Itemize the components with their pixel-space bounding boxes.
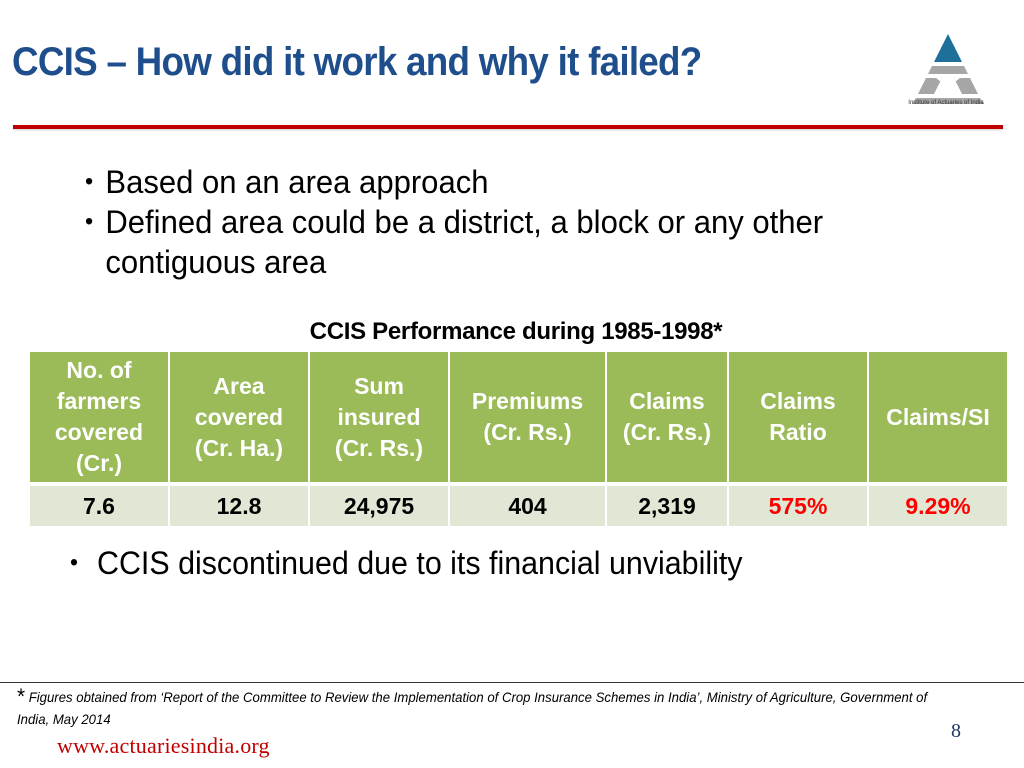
bullet-item: • Defined area could be a district, a bl… xyxy=(85,202,939,242)
header-line: (Cr. Rs.) xyxy=(622,419,712,445)
bullet-item: • Based on an area approach xyxy=(85,162,939,202)
header-claims-si: Claims/SI xyxy=(867,350,1009,485)
header-line: (Cr. Rs.) xyxy=(483,419,572,445)
header-line: Sum xyxy=(354,372,404,399)
bullet-text: Defined area could be a district, a bloc… xyxy=(105,204,824,240)
header-line: Claims/SI xyxy=(886,403,990,430)
header-line: farmers xyxy=(56,388,142,414)
intro-bullet-list: • Based on an area approach • Defined ar… xyxy=(85,162,965,282)
cell-area-covered: 12.8 xyxy=(168,482,310,528)
header-claims-ratio: Claims Ratio xyxy=(727,350,869,485)
cell-sum-insured: 24,975 xyxy=(308,482,450,528)
footnote-marker: * xyxy=(17,684,26,709)
header-line: Area xyxy=(213,372,265,399)
header-line: Claims xyxy=(760,388,836,414)
cell-claims: 2,319 xyxy=(605,482,729,528)
header-sum-insured: Sum insured (Cr. Rs.) xyxy=(308,350,450,485)
header-line: (Cr. Ha.) xyxy=(194,434,284,461)
table-title: CCIS Performance during 1985-1998* xyxy=(309,318,723,345)
source-footnote: * Figures obtained from ‘Report of the C… xyxy=(17,686,948,730)
header-premiums: Premiums (Cr. Rs.) xyxy=(448,350,607,485)
header-line: covered xyxy=(194,403,284,430)
cell-claims-si: 9.29% xyxy=(867,482,1009,528)
title-divider xyxy=(13,125,1003,129)
bullet-text: Based on an area approach xyxy=(105,164,489,200)
cell-farmers-covered: 7.6 xyxy=(28,482,170,528)
footnote-text: Figures obtained from ‘Report of the Com… xyxy=(17,689,928,727)
bullet-text: CCIS discontinued due to its financial u… xyxy=(96,545,743,581)
header-claims: Claims (Cr. Rs.) xyxy=(605,350,729,485)
cell-premiums: 404 xyxy=(448,482,607,528)
page-number: 8 xyxy=(951,720,961,742)
conclusion-bullet: • CCIS discontinued due to its financial … xyxy=(70,545,742,582)
table-header-row: No. of farmers covered (Cr.) Area covere… xyxy=(28,350,1009,485)
bullet-marker: • xyxy=(85,208,94,235)
header-line: Premiums xyxy=(471,388,584,414)
institute-logo-icon xyxy=(912,34,984,104)
logo-caption: Institute of Actuaries of India xyxy=(908,100,984,106)
header-line: covered xyxy=(54,419,144,445)
header-area-covered: Area covered (Cr. Ha.) xyxy=(168,350,310,485)
performance-table: No. of farmers covered (Cr.) Area covere… xyxy=(28,350,1009,528)
header-line: (Cr.) xyxy=(76,450,122,476)
footer-divider xyxy=(0,682,1024,683)
table-row: 7.6 12.8 24,975 404 2,319 575% 9.29% xyxy=(28,482,1009,528)
header-line: No. of xyxy=(66,357,132,383)
bullet-marker: • xyxy=(85,168,94,195)
cell-claims-ratio: 575% xyxy=(727,482,869,528)
header-farmers-covered: No. of farmers covered (Cr.) xyxy=(28,350,170,485)
header-line: (Cr. Rs.) xyxy=(334,434,424,461)
bullet-text: contiguous area xyxy=(105,244,327,280)
bullet-marker: • xyxy=(70,549,78,576)
header-line: Ratio xyxy=(769,419,827,445)
header-line: insured xyxy=(337,403,421,430)
slide-title: CCIS – How did it work and why it failed… xyxy=(12,40,702,84)
header-line: Claims xyxy=(629,388,705,414)
website-link[interactable]: www.actuariesindia.org xyxy=(57,733,270,758)
bullet-continuation: contiguous area xyxy=(85,242,939,282)
